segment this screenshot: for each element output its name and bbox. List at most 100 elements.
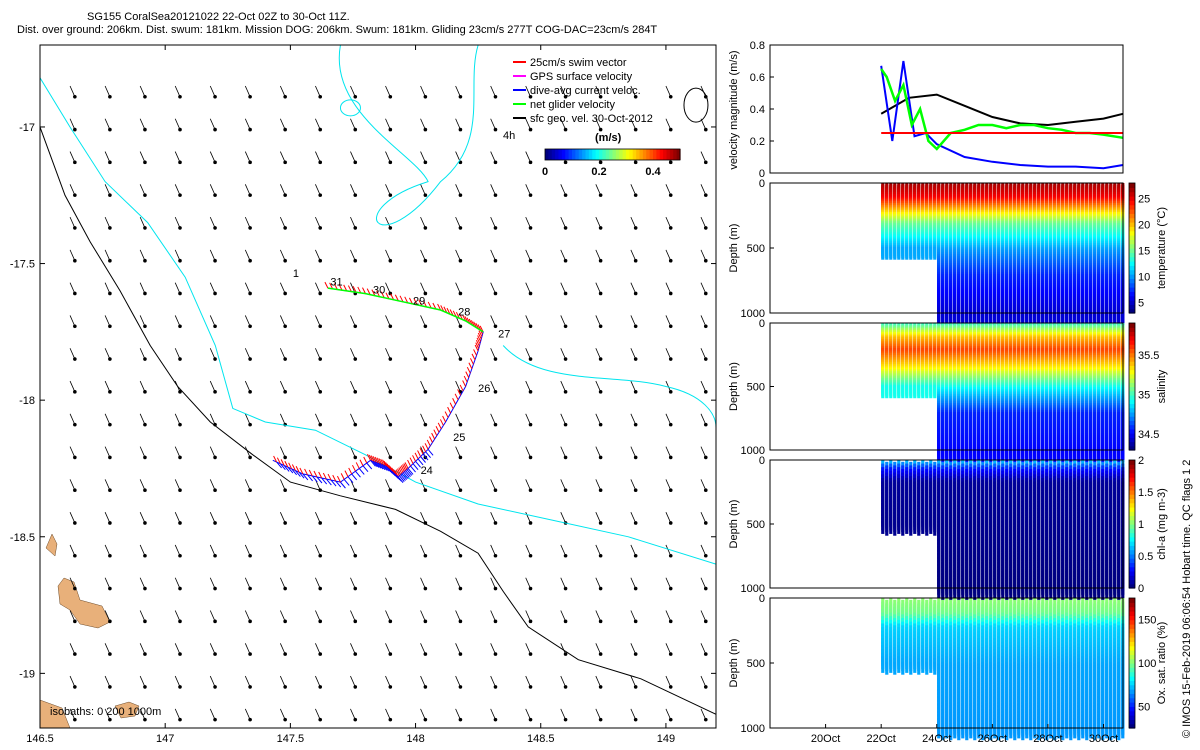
current-vector-head bbox=[108, 652, 112, 656]
current-vector-head bbox=[318, 456, 322, 460]
current-vector-head bbox=[704, 521, 708, 525]
current-vector-head bbox=[318, 226, 322, 230]
day-label: 31 bbox=[330, 276, 342, 288]
current-vector-head bbox=[318, 620, 322, 624]
current-vector-head bbox=[424, 587, 428, 591]
current-vector-head bbox=[424, 652, 428, 656]
current-vector-head bbox=[669, 685, 673, 689]
current-vector-head bbox=[389, 161, 393, 165]
temperature-colorbar-cell bbox=[1129, 239, 1135, 244]
current-vector-head bbox=[459, 95, 463, 99]
current-vector-head bbox=[108, 95, 112, 99]
current-vector-head bbox=[178, 357, 182, 361]
current-vector-head bbox=[704, 652, 708, 656]
temperature-colorbar-cell bbox=[1129, 287, 1135, 292]
legend-entry: sfc geo. vel. 30-Oct-2012 bbox=[530, 113, 653, 125]
day-label: 29 bbox=[413, 296, 425, 308]
swim-vector bbox=[469, 363, 472, 369]
current-vector-head bbox=[73, 685, 77, 689]
current-vector-head bbox=[248, 259, 252, 263]
velocity-frame bbox=[770, 45, 1123, 173]
current-vector-head bbox=[494, 292, 498, 296]
current-vector-head bbox=[213, 488, 217, 492]
current-vector-head bbox=[353, 554, 357, 558]
swim-vector bbox=[345, 471, 348, 477]
current-vector-head bbox=[494, 456, 498, 460]
current-vector-head bbox=[353, 226, 357, 230]
current-vector-head bbox=[143, 620, 147, 624]
speed-colorbar-tick: 0.2 bbox=[591, 166, 606, 178]
temperature-colorbar-cell bbox=[1129, 270, 1135, 275]
current-vector-head bbox=[634, 587, 638, 591]
current-vector-head bbox=[318, 423, 322, 427]
temperature-colorbar-cell bbox=[1129, 278, 1135, 283]
current-vector-head bbox=[108, 161, 112, 165]
current-vector-head bbox=[459, 357, 463, 361]
current-vector-head bbox=[143, 554, 147, 558]
current-vector-head bbox=[178, 193, 182, 197]
current-vector-head bbox=[704, 226, 708, 230]
current-vector-head bbox=[318, 685, 322, 689]
current-vector-head bbox=[143, 128, 147, 132]
current-vector-head bbox=[599, 456, 603, 460]
current-vector-head bbox=[704, 324, 708, 328]
current-vector-head bbox=[108, 521, 112, 525]
current-vector-head bbox=[669, 652, 673, 656]
current-vector-head bbox=[634, 292, 638, 296]
dac-vector bbox=[411, 466, 416, 472]
current-vector-head bbox=[73, 423, 77, 427]
current-vector-head bbox=[634, 259, 638, 263]
current-vector-head bbox=[73, 161, 77, 165]
current-vector-head bbox=[459, 685, 463, 689]
current-vector-head bbox=[178, 554, 182, 558]
swim-vector bbox=[445, 412, 448, 418]
current-vector-head bbox=[669, 521, 673, 525]
temperature-cell bbox=[933, 247, 936, 260]
current-vector-head bbox=[143, 324, 147, 328]
current-vector-head bbox=[389, 488, 393, 492]
current-vector-head bbox=[143, 423, 147, 427]
swim-vector bbox=[352, 465, 355, 471]
current-vector-head bbox=[599, 161, 603, 165]
current-vector-head bbox=[248, 95, 252, 99]
velocity-ytick-label: 0.8 bbox=[750, 40, 765, 52]
current-vector-head bbox=[564, 554, 568, 558]
current-vector-head bbox=[529, 718, 533, 722]
temperature-panel: 05001000Depth (m)510152025temperature (°… bbox=[728, 178, 1168, 325]
current-vector-head bbox=[704, 685, 708, 689]
current-vector-head bbox=[599, 521, 603, 525]
current-vector-head bbox=[389, 456, 393, 460]
current-vector-head bbox=[669, 292, 673, 296]
current-vector-head bbox=[704, 488, 708, 492]
current-vector-head bbox=[564, 390, 568, 394]
velocity-ytick-label: 0.4 bbox=[750, 104, 765, 116]
current-vector-head bbox=[143, 95, 147, 99]
current-vector-head bbox=[564, 685, 568, 689]
swim-vector bbox=[438, 423, 441, 429]
swim-vector bbox=[455, 394, 458, 400]
swim-vector bbox=[360, 460, 363, 466]
day-label: 24 bbox=[421, 465, 433, 477]
current-vector-head bbox=[459, 259, 463, 263]
current-vector-head bbox=[248, 226, 252, 230]
current-vector-head bbox=[248, 324, 252, 328]
current-vector-head bbox=[634, 324, 638, 328]
temperature-cell bbox=[893, 247, 896, 260]
current-vector-head bbox=[213, 292, 217, 296]
current-vector-head bbox=[389, 390, 393, 394]
current-vector-head bbox=[318, 161, 322, 165]
dac-vector bbox=[344, 479, 349, 485]
current-vector-head bbox=[108, 718, 112, 722]
swim-vector bbox=[436, 426, 439, 432]
current-vector-head bbox=[529, 620, 533, 624]
current-vector-head bbox=[424, 554, 428, 558]
current-vector-head bbox=[108, 259, 112, 263]
current-vector-head bbox=[213, 128, 217, 132]
swim-vector bbox=[440, 419, 443, 425]
current-vector-head bbox=[669, 390, 673, 394]
current-vector-head bbox=[564, 652, 568, 656]
current-vector-head bbox=[108, 292, 112, 296]
temperature-colorbar-cell bbox=[1129, 231, 1135, 236]
current-vector-head bbox=[318, 357, 322, 361]
